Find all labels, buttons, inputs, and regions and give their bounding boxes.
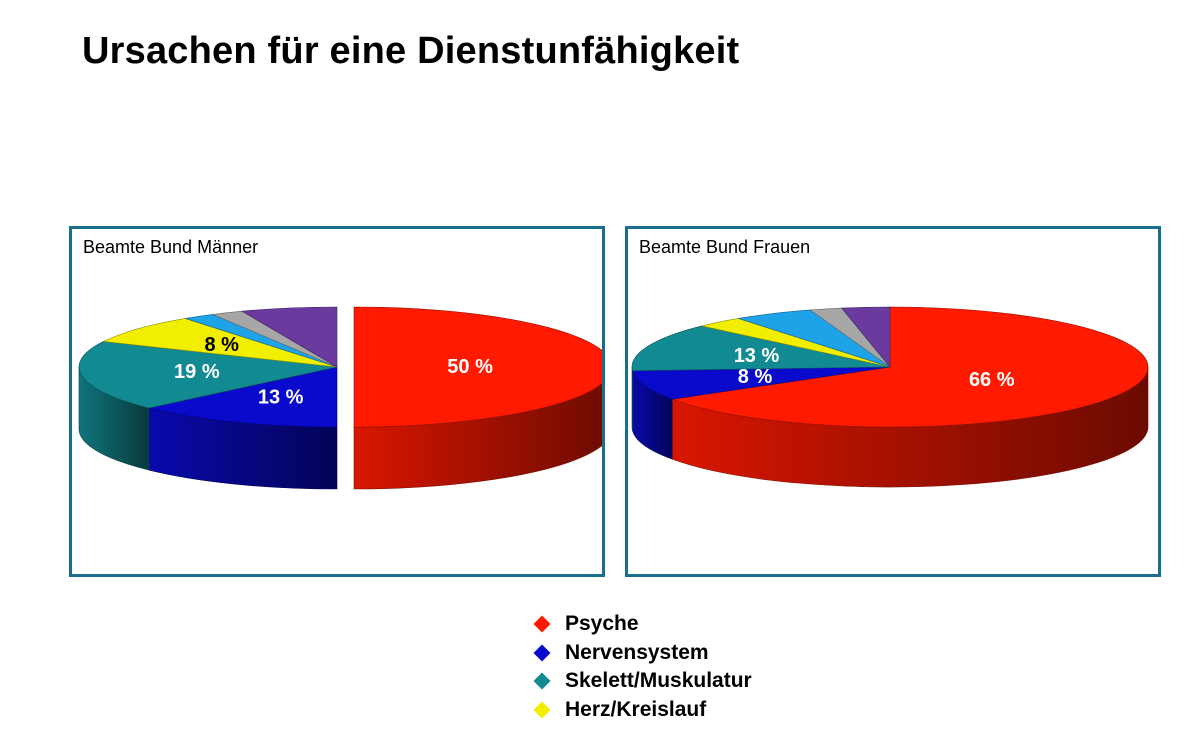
pie-slice-skelett-muskulatur xyxy=(631,325,891,372)
legend-item-herz-kreislauf: Herz/Kreislauf xyxy=(532,696,752,725)
legend-item-skelett-muskulatur: Skelett/Muskulatur xyxy=(532,667,752,696)
data-label-nervensystem: 13 % xyxy=(258,386,304,408)
data-label-skelett-muskulatur: 19 % xyxy=(174,361,220,383)
chart-title-maenner: Beamte Bund Männer xyxy=(83,237,259,257)
chart-panel-maenner: Beamte Bund Männer 50 % 13 % 19 % 8 % xyxy=(69,226,605,577)
data-label-psyche: 66 % xyxy=(969,369,1015,391)
pie-slice-psyche xyxy=(353,306,602,428)
pie-slice-skelett-muskulatur xyxy=(78,341,338,409)
diamond-marker-icon xyxy=(533,672,551,690)
legend-label: Skelett/Muskulatur xyxy=(565,669,752,693)
diamond-marker-icon xyxy=(533,644,551,662)
page-title: Ursachen für eine Dienstunfähigkeit xyxy=(82,30,740,72)
data-label-herz-kreislauf: 8 % xyxy=(204,334,239,356)
legend-label: Psyche xyxy=(565,612,639,636)
data-label-psyche: 50 % xyxy=(447,356,493,378)
pie-chart-maenner: 50 % 13 % 19 % 8 % xyxy=(78,305,602,491)
pie-slice-herz-kreislauf xyxy=(102,318,338,368)
pie-slice-nervensystem xyxy=(148,366,338,428)
legend: Psyche Nervensystem Skelett/Muskulatur H… xyxy=(532,610,752,724)
pie-slice-side-skelett-muskulatur xyxy=(631,366,633,431)
pie-slice-other xyxy=(841,306,891,368)
pie-chart-frauen: 66 % 8 %13 % xyxy=(631,306,1149,488)
diamond-marker-icon xyxy=(533,615,551,633)
pie-slice-other xyxy=(241,306,338,368)
pie-slice-nervensystem xyxy=(632,366,891,400)
legend-item-psyche: Psyche xyxy=(532,610,752,639)
chart-panel-frauen: Beamte Bund Frauen 66 % 8 % 13 % xyxy=(625,226,1161,577)
pie-slice-psyche xyxy=(672,306,1149,428)
data-label-nervensystem: 8 % xyxy=(738,366,773,388)
chart-title-frauen: Beamte Bund Frauen xyxy=(639,237,811,257)
diamond-marker-icon xyxy=(533,701,551,719)
legend-label: Herz/Kreislauf xyxy=(565,697,707,721)
data-label-skelett-muskulatur: 13 % xyxy=(734,345,780,367)
legend-item-nervensystem: Nervensystem xyxy=(532,639,752,668)
legend-label: Nervensystem xyxy=(565,640,709,664)
